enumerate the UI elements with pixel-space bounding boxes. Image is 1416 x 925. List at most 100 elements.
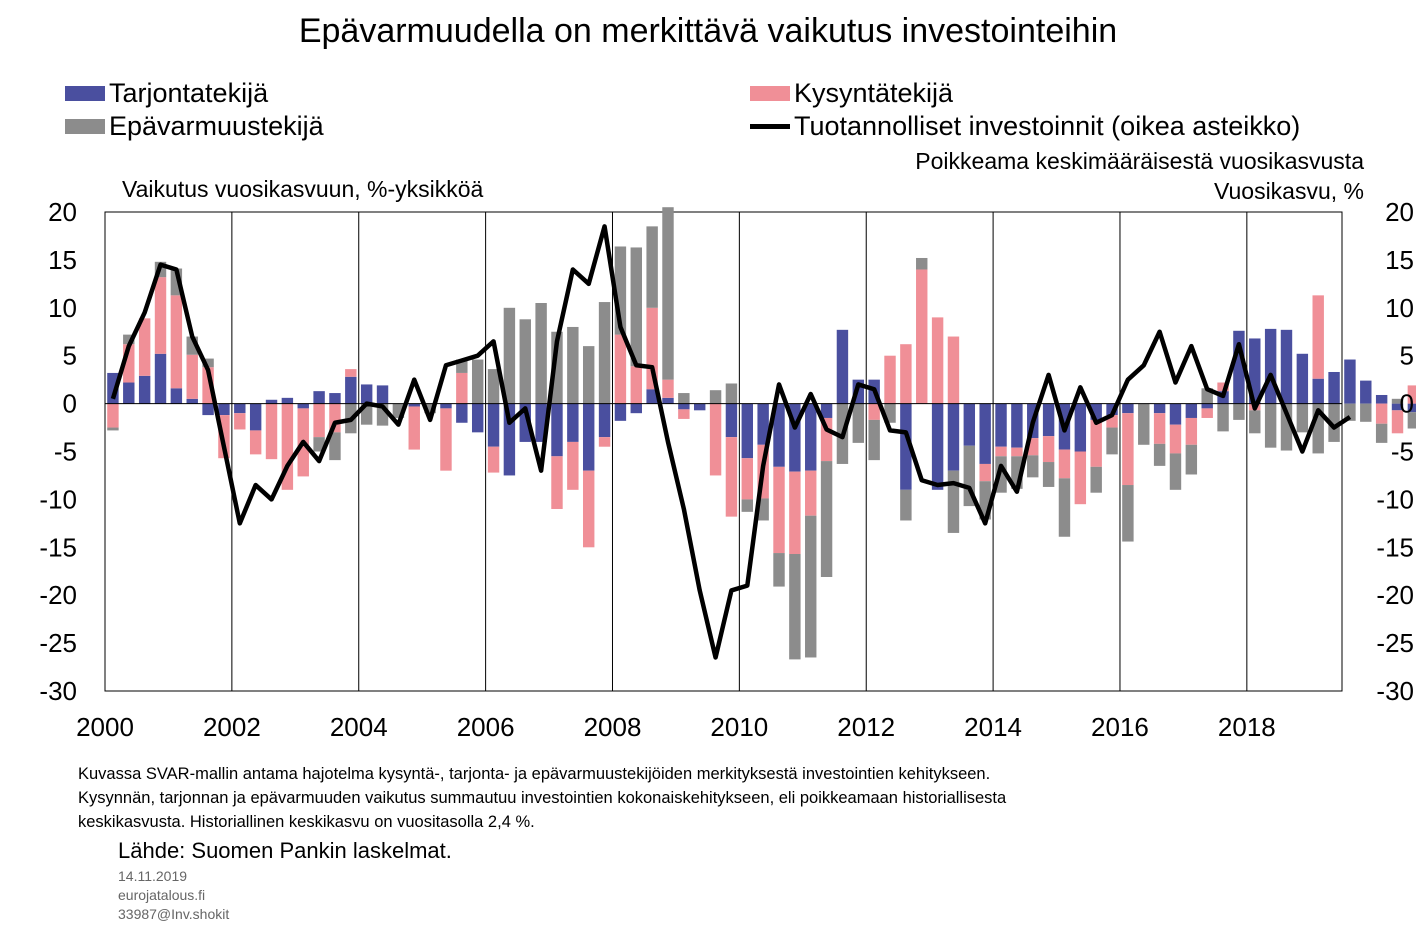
bar-demand xyxy=(1058,449,1071,479)
x-tick-label: 2006 xyxy=(457,712,515,742)
bar-uncertainty xyxy=(995,456,1007,493)
bar-demand xyxy=(868,403,880,420)
bar-supply xyxy=(503,403,516,476)
bar-demand xyxy=(805,470,817,516)
bar-supply xyxy=(630,403,642,414)
bar-demand xyxy=(582,470,595,548)
bar-uncertainty xyxy=(773,553,785,587)
bar-uncertainty xyxy=(1138,403,1150,445)
bar-supply xyxy=(1296,353,1309,404)
bar-supply xyxy=(979,403,991,464)
bar-demand xyxy=(995,446,1007,457)
y-tick-label-right: -15 xyxy=(1376,532,1414,562)
bar-uncertainty xyxy=(1185,444,1198,475)
bar-uncertainty xyxy=(979,481,991,520)
bar-demand xyxy=(1090,419,1102,467)
x-tick-label: 2000 xyxy=(76,712,134,742)
bar-uncertainty xyxy=(789,554,801,660)
y-tick-label-right: -20 xyxy=(1376,580,1414,610)
bar-uncertainty xyxy=(1106,427,1118,455)
bar-uncertainty xyxy=(646,226,658,308)
legend-swatch-demand xyxy=(750,86,790,101)
bar-uncertainty xyxy=(1249,410,1261,434)
bar-uncertainty xyxy=(582,346,595,404)
y-tick-label-left: -25 xyxy=(39,628,77,658)
bar-uncertainty xyxy=(741,499,753,512)
bar-uncertainty xyxy=(535,303,547,404)
grid-lines xyxy=(104,211,1343,692)
x-tick-label: 2016 xyxy=(1091,712,1149,742)
right-axis-title: Vuosikasvu, % xyxy=(1214,178,1364,204)
bar-demand xyxy=(1122,413,1134,486)
bar-demand xyxy=(408,406,420,450)
bar-supply xyxy=(313,391,325,404)
bar-series xyxy=(107,207,1416,660)
bar-uncertainty xyxy=(725,383,738,404)
bar-supply xyxy=(931,403,944,490)
bar-supply xyxy=(725,403,738,438)
bar-supply xyxy=(249,403,262,431)
bar-uncertainty xyxy=(313,437,325,452)
bar-demand xyxy=(1312,295,1324,379)
bar-supply xyxy=(1169,403,1182,425)
legend-swatch-investment xyxy=(750,124,790,129)
legend-item-investment: Tuotannolliset investoinnit (oikea astei… xyxy=(750,111,1300,142)
y-tick-label-right: -5 xyxy=(1391,437,1414,467)
bar-supply xyxy=(345,376,357,404)
source-note: Lähde: Suomen Pankin laskelmat. xyxy=(118,838,452,863)
bar-supply xyxy=(694,403,706,411)
bar-demand xyxy=(614,334,627,404)
bar-supply xyxy=(1360,380,1372,404)
bar-supply xyxy=(567,403,579,442)
bar-supply xyxy=(107,372,119,404)
bar-supply xyxy=(471,403,484,433)
bar-supply xyxy=(519,403,531,442)
bar-demand xyxy=(456,372,468,404)
bar-demand xyxy=(931,317,944,404)
bar-demand xyxy=(947,336,960,404)
bar-uncertainty xyxy=(916,257,928,270)
bar-supply xyxy=(1011,403,1023,448)
bar-supply xyxy=(1312,378,1324,404)
bar-demand xyxy=(1153,413,1166,444)
bar-uncertainty xyxy=(1169,453,1182,490)
legend-swatch-supply xyxy=(65,86,105,101)
note-line-1: Kuvassa SVAR-mallin antama hajotelma kys… xyxy=(78,765,991,783)
bar-uncertainty xyxy=(202,358,214,368)
bar-uncertainty xyxy=(820,461,833,577)
bar-uncertainty xyxy=(424,403,436,414)
bar-uncertainty xyxy=(519,319,531,404)
bar-demand xyxy=(1011,447,1023,457)
bar-demand xyxy=(329,403,341,433)
bar-uncertainty xyxy=(170,268,183,296)
bar-uncertainty xyxy=(1011,456,1023,489)
bar-demand xyxy=(186,354,198,399)
bar-uncertainty xyxy=(1328,403,1340,442)
bar-uncertainty xyxy=(852,403,865,443)
legend-swatch-uncertainty xyxy=(65,119,105,134)
y-tick-label-right: -10 xyxy=(1376,484,1414,514)
bar-uncertainty xyxy=(360,403,373,425)
legend-item-supply: Tarjontatekijä xyxy=(65,78,268,109)
bar-demand xyxy=(567,441,579,490)
bar-supply xyxy=(1391,403,1404,411)
y-tick-label-right: -30 xyxy=(1376,676,1414,706)
bar-supply xyxy=(598,403,611,438)
bar-supply xyxy=(614,403,627,421)
bar-uncertainty xyxy=(329,432,341,461)
bar-supply xyxy=(186,398,198,404)
bar-demand xyxy=(1074,451,1087,505)
bar-demand xyxy=(1042,436,1055,463)
bar-demand xyxy=(709,403,722,476)
bar-uncertainty xyxy=(123,334,135,345)
bar-supply xyxy=(265,399,278,404)
bar-supply xyxy=(202,403,214,416)
bar-supply xyxy=(360,384,373,404)
bar-demand xyxy=(265,403,278,460)
legend-label-uncertainty: Epävarmuustekijä xyxy=(109,111,324,141)
y-tick-label-left: -15 xyxy=(39,532,77,562)
bar-uncertainty xyxy=(186,336,198,355)
bar-uncertainty xyxy=(598,302,611,404)
bar-supply xyxy=(947,403,960,471)
bar-supply xyxy=(1375,394,1388,404)
